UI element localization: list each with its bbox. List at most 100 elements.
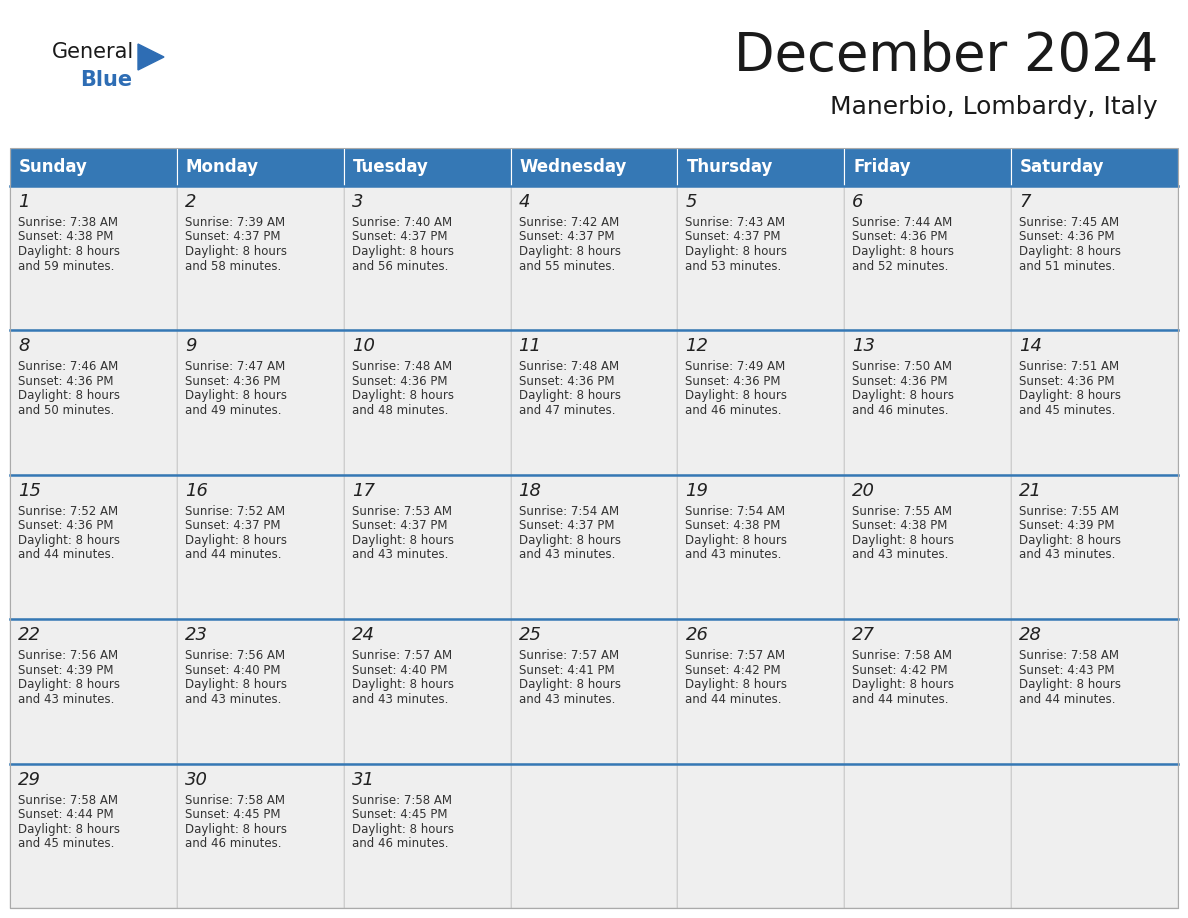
Text: and 59 minutes.: and 59 minutes. (18, 260, 114, 273)
Text: Daylight: 8 hours: Daylight: 8 hours (685, 389, 788, 402)
Text: Sunset: 4:36 PM: Sunset: 4:36 PM (852, 230, 948, 243)
Text: 9: 9 (185, 338, 196, 355)
Text: Daylight: 8 hours: Daylight: 8 hours (685, 678, 788, 691)
Text: Daylight: 8 hours: Daylight: 8 hours (1019, 533, 1121, 547)
Text: and 43 minutes.: and 43 minutes. (519, 693, 615, 706)
Text: 20: 20 (852, 482, 876, 499)
Text: Sunrise: 7:52 AM: Sunrise: 7:52 AM (185, 505, 285, 518)
Bar (511, 186, 677, 330)
Text: and 44 minutes.: and 44 minutes. (185, 548, 282, 561)
Text: 26: 26 (685, 626, 708, 644)
Text: Sunset: 4:36 PM: Sunset: 4:36 PM (352, 375, 447, 388)
Text: Daylight: 8 hours: Daylight: 8 hours (685, 533, 788, 547)
Text: Sunrise: 7:51 AM: Sunrise: 7:51 AM (1019, 361, 1119, 374)
Text: Sunrise: 7:39 AM: Sunrise: 7:39 AM (185, 216, 285, 229)
Text: and 43 minutes.: and 43 minutes. (685, 548, 782, 561)
Text: Daylight: 8 hours: Daylight: 8 hours (1019, 245, 1121, 258)
Text: 11: 11 (519, 338, 542, 355)
Text: Sunset: 4:36 PM: Sunset: 4:36 PM (1019, 375, 1114, 388)
Text: and 53 minutes.: and 53 minutes. (685, 260, 782, 273)
Bar (511, 475, 677, 620)
Text: and 45 minutes.: and 45 minutes. (18, 837, 114, 850)
Text: Daylight: 8 hours: Daylight: 8 hours (18, 678, 120, 691)
Bar (177, 620, 343, 764)
Text: and 58 minutes.: and 58 minutes. (185, 260, 282, 273)
Text: Daylight: 8 hours: Daylight: 8 hours (18, 823, 120, 835)
Text: 16: 16 (185, 482, 208, 499)
Text: Daylight: 8 hours: Daylight: 8 hours (352, 823, 454, 835)
Bar (511, 620, 677, 764)
Text: 22: 22 (18, 626, 42, 644)
Text: and 49 minutes.: and 49 minutes. (185, 404, 282, 417)
Bar (677, 475, 845, 620)
Text: 2: 2 (185, 193, 196, 211)
Bar (343, 620, 511, 764)
Text: 30: 30 (185, 770, 208, 789)
Text: Sunset: 4:45 PM: Sunset: 4:45 PM (352, 808, 447, 821)
Text: Daylight: 8 hours: Daylight: 8 hours (852, 678, 954, 691)
Text: Sunset: 4:38 PM: Sunset: 4:38 PM (685, 520, 781, 532)
Text: 17: 17 (352, 482, 374, 499)
Text: Daylight: 8 hours: Daylight: 8 hours (352, 245, 454, 258)
Text: and 44 minutes.: and 44 minutes. (18, 548, 114, 561)
Text: Sunrise: 7:40 AM: Sunrise: 7:40 AM (352, 216, 451, 229)
Text: Daylight: 8 hours: Daylight: 8 hours (519, 678, 620, 691)
Text: Sunrise: 7:58 AM: Sunrise: 7:58 AM (18, 793, 118, 807)
Bar (343, 330, 511, 475)
Bar (10, 764, 177, 908)
Text: Daylight: 8 hours: Daylight: 8 hours (852, 533, 954, 547)
Bar (845, 148, 1011, 186)
Text: Sunday: Sunday (19, 158, 88, 176)
Text: Saturday: Saturday (1020, 158, 1105, 176)
Bar (511, 764, 677, 908)
Text: Sunset: 4:40 PM: Sunset: 4:40 PM (352, 664, 447, 677)
Text: Sunset: 4:37 PM: Sunset: 4:37 PM (519, 230, 614, 243)
Text: Sunset: 4:36 PM: Sunset: 4:36 PM (852, 375, 948, 388)
Text: Sunrise: 7:42 AM: Sunrise: 7:42 AM (519, 216, 619, 229)
Text: Daylight: 8 hours: Daylight: 8 hours (18, 389, 120, 402)
Bar (677, 620, 845, 764)
Text: Wednesday: Wednesday (519, 158, 627, 176)
Text: Daylight: 8 hours: Daylight: 8 hours (852, 245, 954, 258)
Text: and 56 minutes.: and 56 minutes. (352, 260, 448, 273)
Text: Sunset: 4:39 PM: Sunset: 4:39 PM (1019, 520, 1114, 532)
Text: Sunrise: 7:54 AM: Sunrise: 7:54 AM (685, 505, 785, 518)
Text: Sunrise: 7:56 AM: Sunrise: 7:56 AM (185, 649, 285, 662)
Text: Sunrise: 7:52 AM: Sunrise: 7:52 AM (18, 505, 118, 518)
Text: Sunset: 4:41 PM: Sunset: 4:41 PM (519, 664, 614, 677)
Text: Sunrise: 7:58 AM: Sunrise: 7:58 AM (185, 793, 285, 807)
Text: Sunset: 4:36 PM: Sunset: 4:36 PM (185, 375, 280, 388)
Text: 3: 3 (352, 193, 364, 211)
Bar (343, 475, 511, 620)
Text: Sunset: 4:37 PM: Sunset: 4:37 PM (685, 230, 781, 243)
Text: Sunset: 4:38 PM: Sunset: 4:38 PM (18, 230, 113, 243)
Polygon shape (138, 44, 164, 70)
Text: 29: 29 (18, 770, 42, 789)
Bar (177, 764, 343, 908)
Text: 28: 28 (1019, 626, 1042, 644)
Bar (1011, 764, 1178, 908)
Bar (845, 764, 1011, 908)
Text: Daylight: 8 hours: Daylight: 8 hours (519, 245, 620, 258)
Bar (511, 148, 677, 186)
Text: Sunrise: 7:55 AM: Sunrise: 7:55 AM (1019, 505, 1119, 518)
Bar (677, 764, 845, 908)
Bar (511, 330, 677, 475)
Text: Sunset: 4:37 PM: Sunset: 4:37 PM (519, 520, 614, 532)
Bar (10, 186, 177, 330)
Text: Daylight: 8 hours: Daylight: 8 hours (352, 533, 454, 547)
Text: 5: 5 (685, 193, 697, 211)
Bar (343, 186, 511, 330)
Text: 15: 15 (18, 482, 42, 499)
Text: Sunset: 4:37 PM: Sunset: 4:37 PM (185, 520, 280, 532)
Text: General: General (52, 42, 134, 62)
Text: 6: 6 (852, 193, 864, 211)
Text: Monday: Monday (185, 158, 259, 176)
Text: Daylight: 8 hours: Daylight: 8 hours (185, 823, 286, 835)
Bar (177, 148, 343, 186)
Text: and 51 minutes.: and 51 minutes. (1019, 260, 1116, 273)
Bar (177, 330, 343, 475)
Text: Daylight: 8 hours: Daylight: 8 hours (852, 389, 954, 402)
Text: Tuesday: Tuesday (353, 158, 429, 176)
Text: Daylight: 8 hours: Daylight: 8 hours (185, 245, 286, 258)
